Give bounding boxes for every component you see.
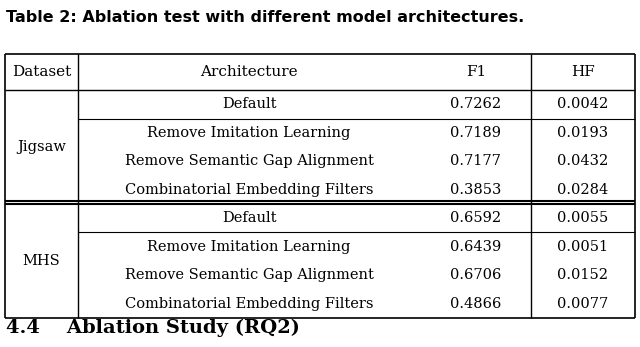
Text: MHS: MHS	[22, 254, 60, 268]
Text: Remove Imitation Learning: Remove Imitation Learning	[147, 240, 351, 254]
Text: 0.0055: 0.0055	[557, 211, 609, 225]
Text: 0.6439: 0.6439	[451, 240, 502, 254]
Text: 0.7177: 0.7177	[451, 154, 501, 168]
Text: 0.6706: 0.6706	[450, 268, 502, 282]
Text: 0.4866: 0.4866	[450, 297, 502, 311]
Text: Default: Default	[222, 211, 276, 225]
Text: 0.7262: 0.7262	[451, 98, 501, 111]
Text: 0.0042: 0.0042	[557, 98, 609, 111]
Text: 0.0051: 0.0051	[557, 240, 609, 254]
Text: 0.0152: 0.0152	[557, 268, 609, 282]
Text: 0.3853: 0.3853	[450, 183, 502, 197]
Text: 0.6592: 0.6592	[451, 211, 501, 225]
Text: 0.0432: 0.0432	[557, 154, 609, 168]
Text: Architecture: Architecture	[200, 65, 298, 79]
Text: 0.0193: 0.0193	[557, 126, 609, 140]
Text: 0.7189: 0.7189	[451, 126, 501, 140]
Text: Default: Default	[222, 98, 276, 111]
Text: 4.4    Ablation Study (RQ2): 4.4 Ablation Study (RQ2)	[6, 318, 300, 337]
Text: 0.0284: 0.0284	[557, 183, 609, 197]
Text: F1: F1	[466, 65, 486, 79]
Text: Combinatorial Embedding Filters: Combinatorial Embedding Filters	[125, 297, 373, 311]
Text: Jigsaw: Jigsaw	[17, 140, 66, 154]
Text: Combinatorial Embedding Filters: Combinatorial Embedding Filters	[125, 183, 373, 197]
Text: Dataset: Dataset	[12, 65, 71, 79]
Text: Remove Semantic Gap Alignment: Remove Semantic Gap Alignment	[125, 268, 374, 282]
Text: Remove Imitation Learning: Remove Imitation Learning	[147, 126, 351, 140]
Text: Remove Semantic Gap Alignment: Remove Semantic Gap Alignment	[125, 154, 374, 168]
Text: 0.0077: 0.0077	[557, 297, 609, 311]
Text: HF: HF	[571, 65, 595, 79]
Text: Table 2: Ablation test with different model architectures.: Table 2: Ablation test with different mo…	[6, 10, 525, 25]
